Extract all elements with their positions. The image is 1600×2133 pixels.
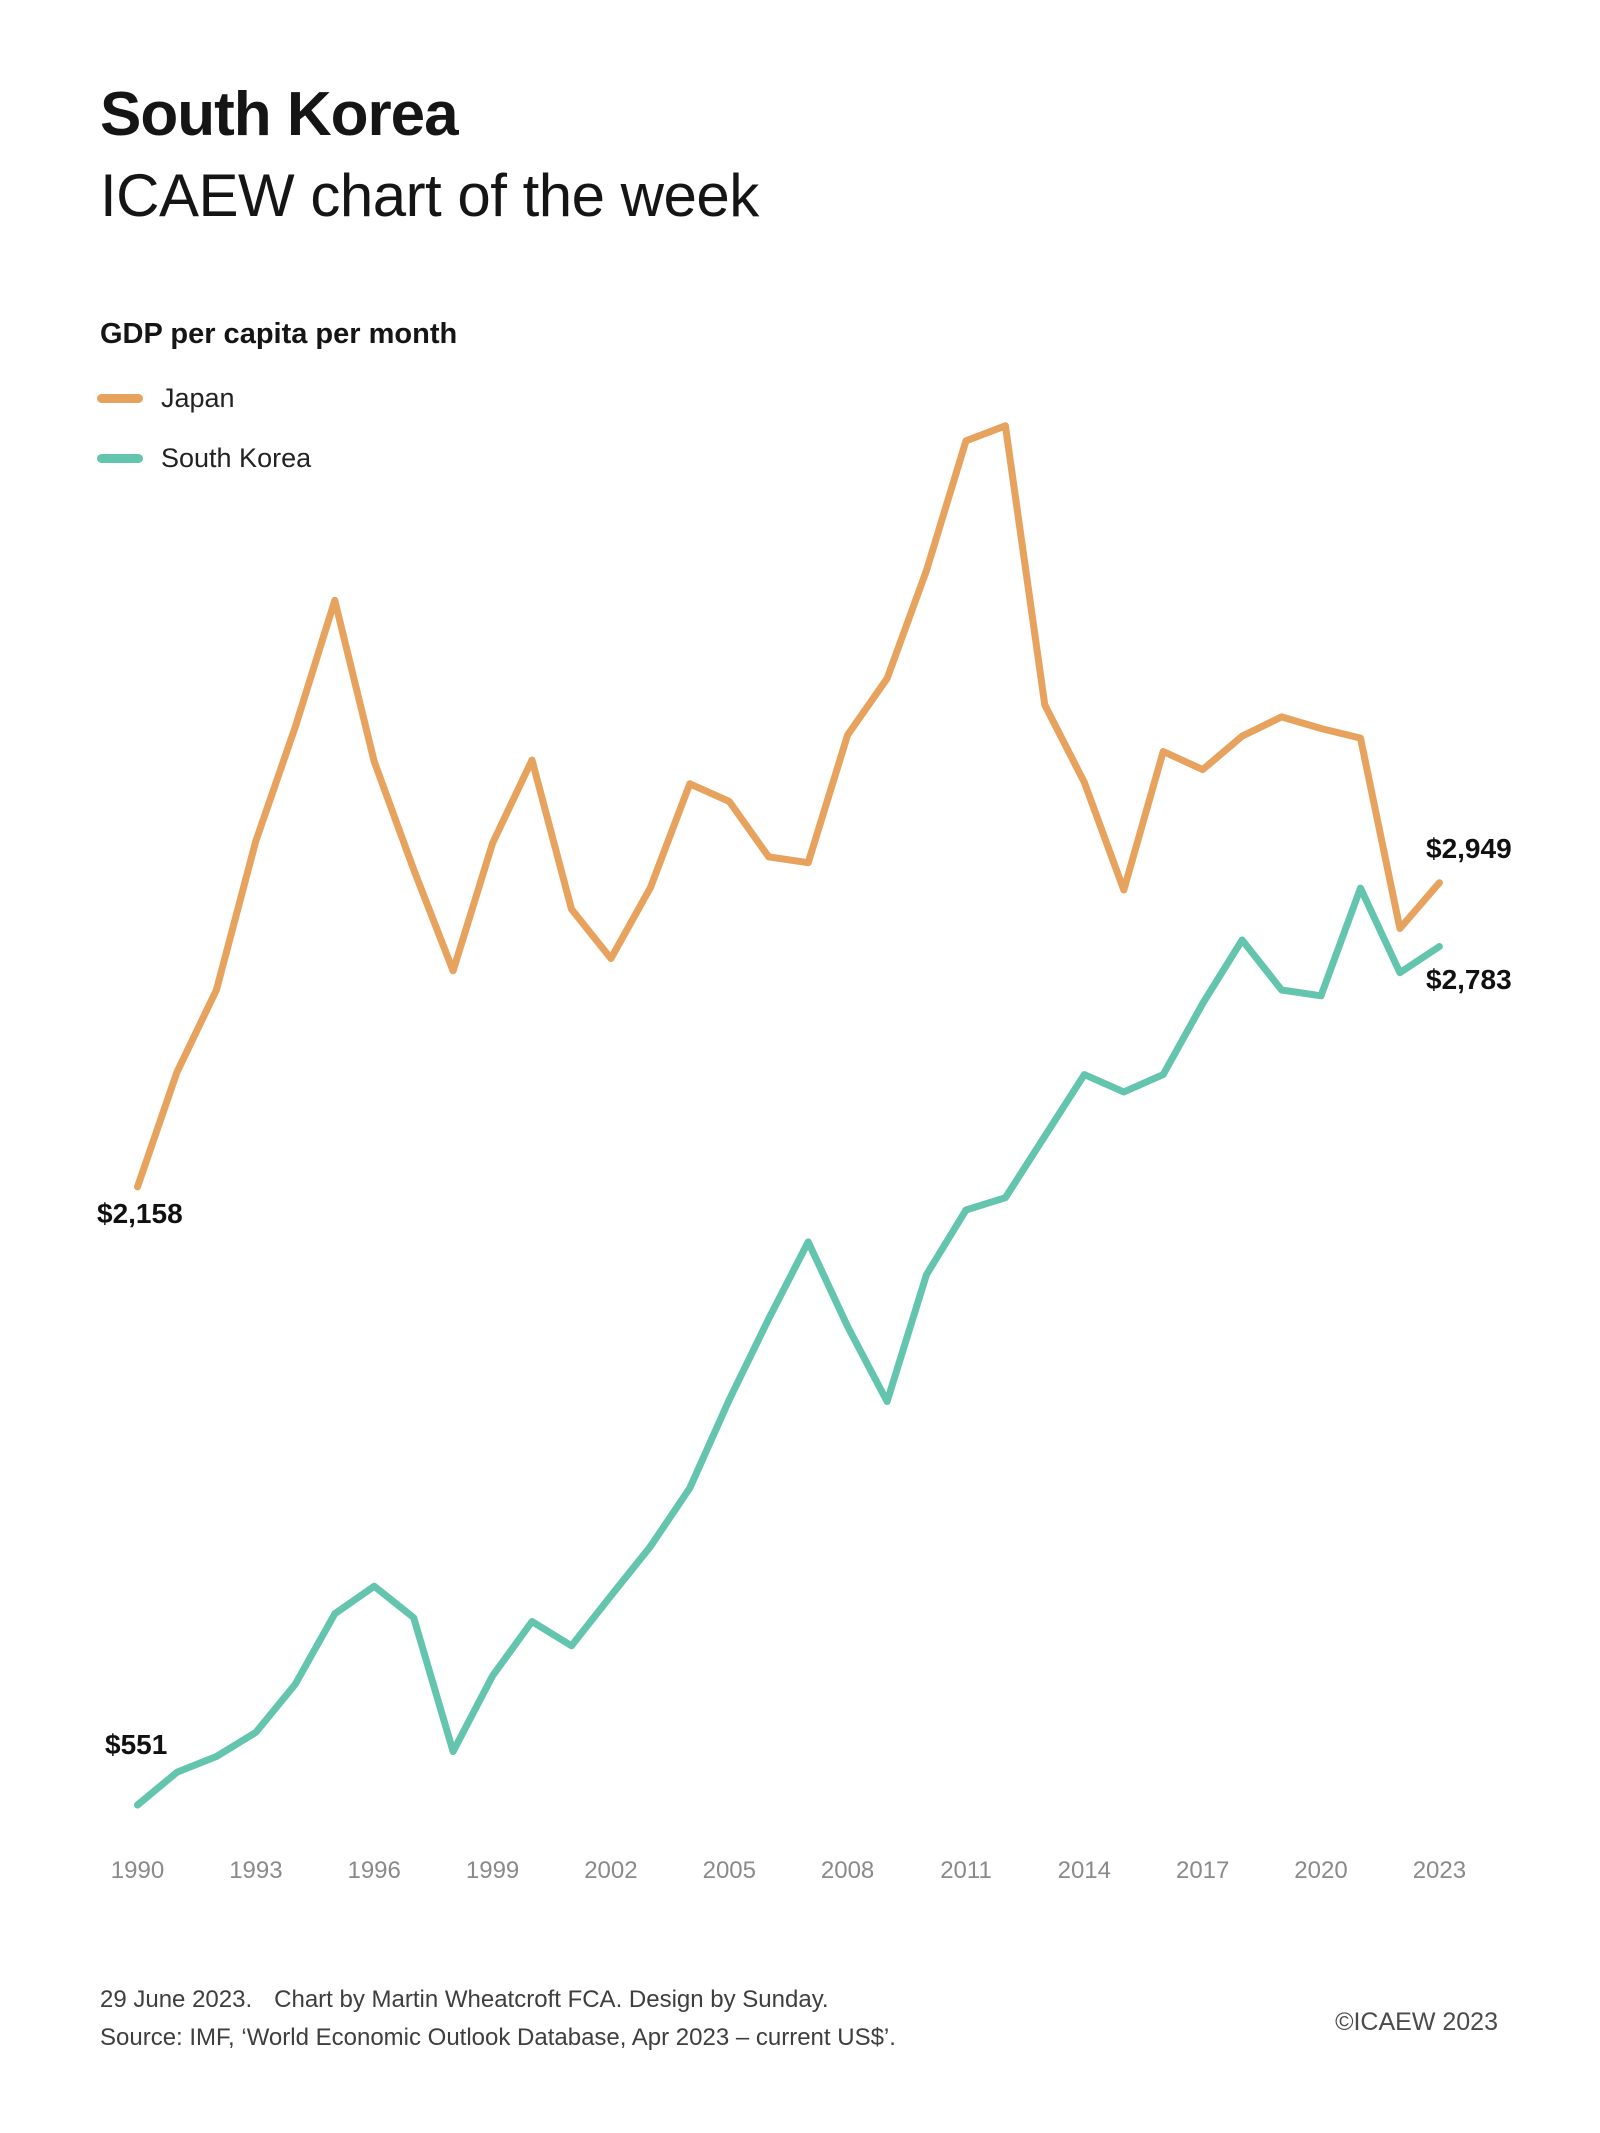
japan-line-swatch [97, 393, 143, 403]
x-axis-label-1990: 1990 [110, 1857, 165, 1884]
footer-source: Source: IMF, ‘World Economic Outlook Dat… [100, 2024, 896, 2051]
x-axis-label-2023: 2023 [1412, 1857, 1467, 1884]
x-axis-label-1996: 1996 [347, 1857, 401, 1884]
page-subtitle: ICAEW chart of the week [100, 162, 759, 229]
legend-item-south-korea: South Korea [97, 442, 311, 474]
legend-label-south-korea: South Korea [161, 442, 312, 473]
x-axis-label-2005: 2005 [702, 1857, 756, 1884]
footer-date: 29 June 2023. [100, 1986, 253, 2013]
x-axis-label-2020: 2020 [1294, 1857, 1348, 1884]
legend-item-japan: Japan [97, 382, 235, 414]
x-axis-label-1993: 1993 [229, 1857, 283, 1884]
annotation-japan-1990: $2,158 [97, 1198, 183, 1229]
x-axis-label-2017: 2017 [1175, 1857, 1230, 1884]
footer: 29 June 2023. Chart by Martin Wheatcroft … [100, 1981, 896, 2057]
annotation-japan-2023: $2,949 [1426, 833, 1512, 864]
legend-label-japan: Japan [161, 382, 235, 413]
x-axis-label-2002: 2002 [584, 1857, 638, 1884]
annotation-south-korea-1990: $551 [105, 1729, 168, 1760]
south-korea-line-swatch [97, 453, 143, 463]
x-axis-label-1999: 1999 [465, 1857, 520, 1884]
chart-title: GDP per capita per month [100, 318, 458, 350]
x-axis-label-2014: 2014 [1057, 1857, 1111, 1884]
south-korea-line [134, 884, 1443, 1809]
x-axis-label-2011: 2011 [940, 1857, 992, 1884]
page-title: South Korea [100, 80, 459, 149]
footer-credit: Chart by Martin Wheatcroft FCA. Design b… [274, 1986, 829, 2013]
copyright: ©ICAEW 2023 [1335, 2008, 1498, 2036]
x-axis-label-2008: 2008 [820, 1857, 875, 1884]
japan-line [134, 422, 1443, 1191]
annotation-south-korea-2023: $2,783 [1426, 964, 1512, 995]
